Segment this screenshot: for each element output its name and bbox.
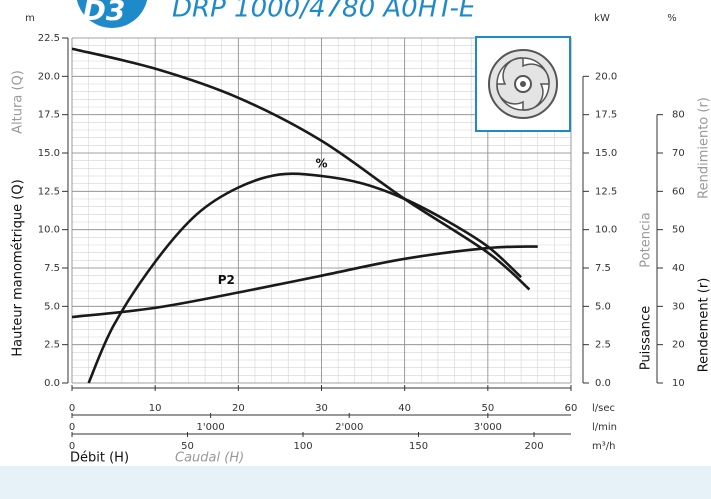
y2-tick-label: 5.0 bbox=[595, 301, 611, 312]
y2-tick-label: 20.0 bbox=[595, 71, 617, 82]
x3-tick-label: 100 bbox=[293, 441, 312, 452]
x-title: Débit (H) bbox=[70, 451, 129, 466]
x-tick-label: 20 bbox=[232, 403, 245, 414]
y3-tick-label: 40 bbox=[672, 263, 685, 274]
y-tick-label: 15.0 bbox=[38, 148, 60, 159]
y2-tick-label: 15.0 bbox=[595, 148, 617, 159]
x-tick-label: 0 bbox=[69, 403, 75, 414]
y2-tick-label: 10.0 bbox=[595, 225, 617, 236]
y3-title: Rendement (r) bbox=[697, 278, 711, 373]
y2-tick-label: 17.5 bbox=[595, 110, 617, 121]
y2-tick-label: 12.5 bbox=[595, 186, 617, 197]
curve-label: % bbox=[315, 157, 327, 171]
y-tick-label: 17.5 bbox=[38, 110, 60, 121]
y2-title: Puissance bbox=[639, 306, 654, 370]
x3-tick-label: 200 bbox=[524, 441, 543, 452]
y2-tick-label: 2.5 bbox=[595, 340, 611, 351]
curve-label: P2 bbox=[218, 273, 235, 287]
y3-title-alt: Rendimiento (r) bbox=[697, 97, 711, 199]
x3-tick-label: 50 bbox=[181, 441, 194, 452]
badge-text: D3 bbox=[83, 0, 126, 27]
y-tick-label: 7.5 bbox=[44, 263, 60, 274]
x2-tick-label: 2'000 bbox=[335, 422, 363, 433]
x2-tick-label: 1'000 bbox=[197, 422, 225, 433]
y2-unit: kW bbox=[594, 13, 610, 24]
impeller-icon bbox=[475, 36, 571, 132]
x3-tick-label: 150 bbox=[409, 441, 428, 452]
y3-tick-label: 30 bbox=[672, 301, 685, 312]
y-title-alt: Altura (Q) bbox=[11, 70, 26, 134]
y3-tick-label: 10 bbox=[672, 378, 685, 389]
y-unit: m bbox=[25, 13, 35, 24]
x-tick-label: 40 bbox=[398, 403, 411, 414]
plot: % P2 bbox=[71, 47, 538, 384]
y-tick-label: 10.0 bbox=[38, 225, 60, 236]
x-unit: l/sec bbox=[592, 403, 615, 414]
chart-title: DRP 1000/4780 A0HT-E bbox=[172, 0, 476, 24]
curve bbox=[87, 172, 522, 384]
y3-unit: % bbox=[667, 13, 677, 24]
y-tick-label: 2.5 bbox=[44, 340, 60, 351]
x2-tick-label: 3'000 bbox=[474, 422, 502, 433]
y2-title-alt: Potencia bbox=[639, 212, 654, 267]
x2-unit: l/min bbox=[592, 422, 617, 433]
y3-tick-label: 70 bbox=[672, 148, 685, 159]
y-tick-label: 5.0 bbox=[44, 301, 60, 312]
y-tick-label: 22.5 bbox=[38, 33, 60, 44]
y-tick-label: 12.5 bbox=[38, 186, 60, 197]
badge bbox=[76, 0, 148, 28]
curve bbox=[71, 47, 531, 291]
x-tick-label: 30 bbox=[315, 403, 328, 414]
y2-tick-label: 0.0 bbox=[595, 378, 611, 389]
y2-tick-label: 7.5 bbox=[595, 263, 611, 274]
y-title: Hauteur manométrique (Q) bbox=[11, 179, 26, 356]
y3-tick-label: 80 bbox=[672, 110, 685, 121]
x-tick-label: 10 bbox=[149, 403, 162, 414]
x-tick-label: 50 bbox=[481, 403, 494, 414]
y3-tick-label: 50 bbox=[672, 225, 685, 236]
y-tick-label: 0.0 bbox=[44, 378, 60, 389]
x3-tick-label: 0 bbox=[69, 441, 75, 452]
curve bbox=[71, 245, 538, 319]
x2-tick-label: 0 bbox=[69, 422, 75, 433]
footer-band bbox=[0, 466, 711, 499]
y3-tick-label: 60 bbox=[672, 186, 685, 197]
x3-unit: m³/h bbox=[592, 441, 615, 452]
y-tick-label: 20.0 bbox=[38, 71, 60, 82]
x-tick-label: 60 bbox=[565, 403, 578, 414]
x-title-alt: Caudal (H) bbox=[175, 451, 244, 466]
y3-tick-label: 20 bbox=[672, 340, 685, 351]
